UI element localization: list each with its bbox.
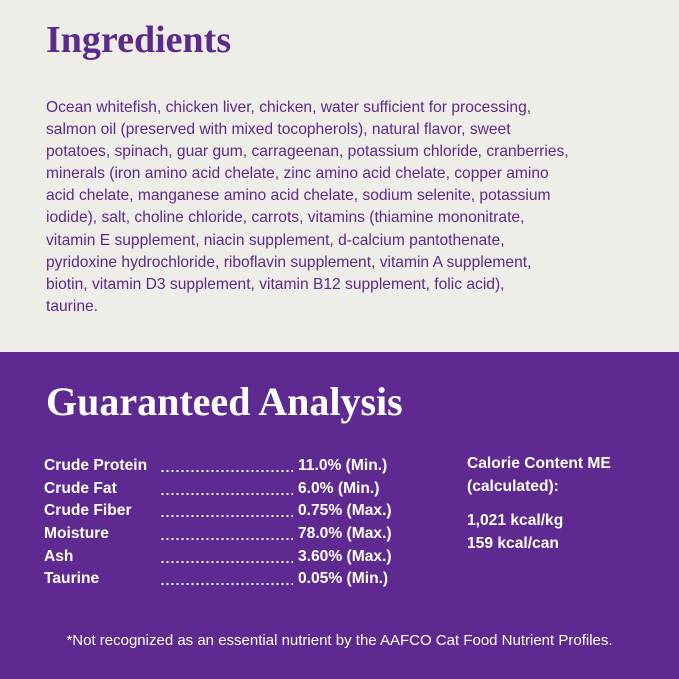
- analysis-row: Crude Protein 11.0% (Min.): [44, 455, 392, 478]
- dot-leader: [160, 523, 293, 546]
- dot-leader: [160, 500, 293, 523]
- analysis-panel: Guaranteed Analysis Crude Protein 11.0% (…: [0, 352, 679, 679]
- nutrient-name: Moisture: [44, 525, 109, 543]
- ingredients-title: Ingredients: [46, 19, 232, 61]
- ingredients-panel: Ingredients Ocean whitefish, chicken liv…: [0, 0, 679, 352]
- nutrient-name: Crude Fiber: [44, 502, 132, 520]
- nutrient-value: 6.0% (Min.): [298, 479, 380, 497]
- ingredients-line: acid chelate, manganese amino acid chela…: [46, 187, 551, 205]
- nutrient-value: 11.0% (Min.): [298, 457, 388, 475]
- nutrient-name: Taurine: [44, 570, 100, 588]
- ingredients-line: vitamin E supplement, niacin supplement,…: [46, 231, 505, 249]
- calorie-label: Calorie Content ME: [467, 455, 611, 472]
- analysis-row: Taurine 0.05% (Min.): [44, 568, 392, 591]
- ingredients-line: taurine.: [46, 297, 99, 315]
- analysis-rows: Crude Protein 11.0% (Min.) Crude Fat 6.0% (…: [44, 455, 392, 591]
- analysis-row: Crude Fiber 0.75% (Max.): [44, 500, 392, 523]
- analysis-row: Ash 3.60% (Max.): [44, 545, 392, 568]
- nutrient-name: Crude Protein: [44, 457, 148, 475]
- analysis-row: Moisture 78.0% (Max.): [44, 523, 392, 546]
- ingredients-line: pyridoxine hydrochloride, riboflavin sup…: [46, 253, 532, 271]
- nutrient-name: Crude Fat: [44, 479, 117, 497]
- nutrient-value: 0.05% (Min.): [298, 570, 389, 588]
- nutrient-value: 78.0% (Max.): [298, 525, 392, 543]
- ingredients-line: iodide), salt, choline chloride, carrots…: [46, 209, 525, 227]
- dot-leader: [160, 477, 293, 500]
- ingredients-line: minerals (iron amino acid chelate, zinc …: [46, 165, 549, 183]
- dot-leader: [160, 455, 293, 478]
- footnote: *Not recognized as an essential nutrient…: [66, 632, 613, 649]
- ingredients-line: salmon oil (preserved with mixed tocophe…: [46, 121, 511, 139]
- nutrient-value: 0.75% (Max.): [298, 502, 392, 520]
- analysis-title: Guaranteed Analysis: [46, 379, 403, 424]
- dot-leader: [160, 545, 293, 568]
- nutrient-value: 3.60% (Max.): [298, 547, 392, 565]
- ingredients-line: Ocean whitefish, chicken liver, chicken,…: [46, 99, 532, 116]
- calorie-value: 1,021 kcal/kg: [467, 512, 564, 529]
- calorie-label: (calculated):: [467, 478, 559, 495]
- nutrient-name: Ash: [44, 547, 74, 565]
- ingredients-line: biotin, vitamin D3 supplement, vitamin B…: [46, 275, 505, 293]
- calorie-value: 159 kcal/can: [467, 535, 559, 552]
- analysis-row: Crude Fat 6.0% (Min.): [44, 477, 392, 501]
- ingredients-text: Ocean whitefish, chicken liver, chicken,…: [46, 97, 569, 318]
- dot-leader: [160, 568, 293, 591]
- ingredients-line: potatoes, spinach, guar gum, carrageenan…: [46, 143, 569, 161]
